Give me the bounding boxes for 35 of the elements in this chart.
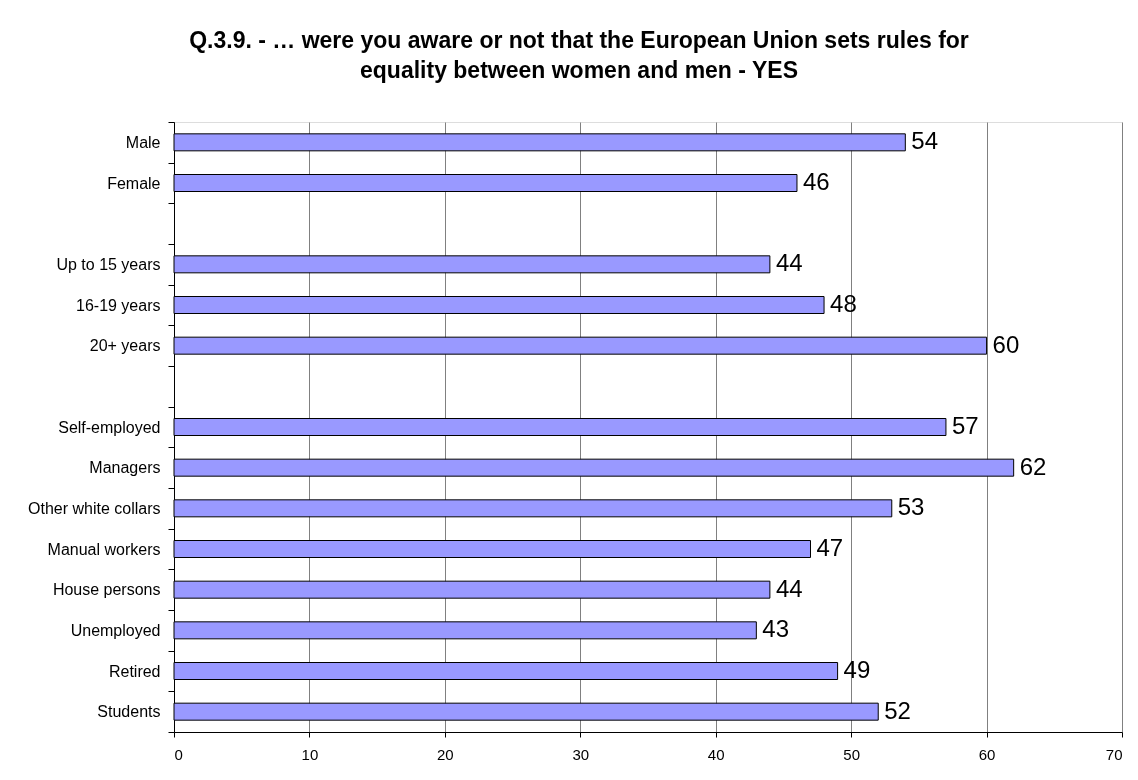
- data-label: 46: [802, 168, 830, 195]
- data-label: 44: [775, 249, 803, 277]
- y-tick-label: House persons: [52, 581, 161, 599]
- y-tick-label: Male: [125, 133, 161, 151]
- y-tick-label: Other white collars: [28, 499, 161, 517]
- y-tick-label: Retired: [108, 662, 161, 680]
- data-label: 49: [843, 656, 871, 683]
- x-tick-label: 20: [437, 745, 454, 763]
- y-tick-label: Students: [97, 703, 161, 721]
- data-label: 52: [884, 696, 911, 724]
- data-label: 43: [762, 615, 790, 643]
- y-tick-label: Up to 15 years: [56, 255, 161, 273]
- y-tick-label: Managers: [89, 459, 161, 477]
- x-tick-label: 0: [174, 745, 183, 763]
- y-tick-label: 20+ years: [89, 337, 161, 355]
- y-tick-label: Self-employed: [58, 418, 161, 436]
- data-label: 44: [775, 574, 803, 602]
- data-label: 57: [951, 412, 979, 439]
- data-label: 62: [1019, 452, 1047, 480]
- data-label: 47: [816, 534, 844, 561]
- x-tick-label: 70: [1105, 745, 1123, 763]
- x-tick-label: 50: [843, 745, 860, 763]
- chart-title: Q.3.9. - … were you aware or not that the European Union sets rules for equality between women and men - YES: [189, 27, 969, 83]
- x-tick-label: 10: [301, 745, 319, 763]
- y-tick-label: 16-19 years: [76, 296, 161, 314]
- y-tick-label: Unemployed: [70, 621, 161, 639]
- x-tick-label: 40: [707, 745, 725, 763]
- y-tick-label: Female: [107, 174, 161, 192]
- data-label: 60: [992, 330, 1020, 358]
- data-label: 53: [897, 493, 925, 521]
- y-tick-label: Manual workers: [47, 540, 161, 558]
- x-tick-label: 30: [572, 745, 590, 763]
- data-label: 54: [911, 127, 939, 155]
- data-label: 48: [830, 290, 857, 317]
- x-tick-label: 60: [978, 745, 996, 763]
